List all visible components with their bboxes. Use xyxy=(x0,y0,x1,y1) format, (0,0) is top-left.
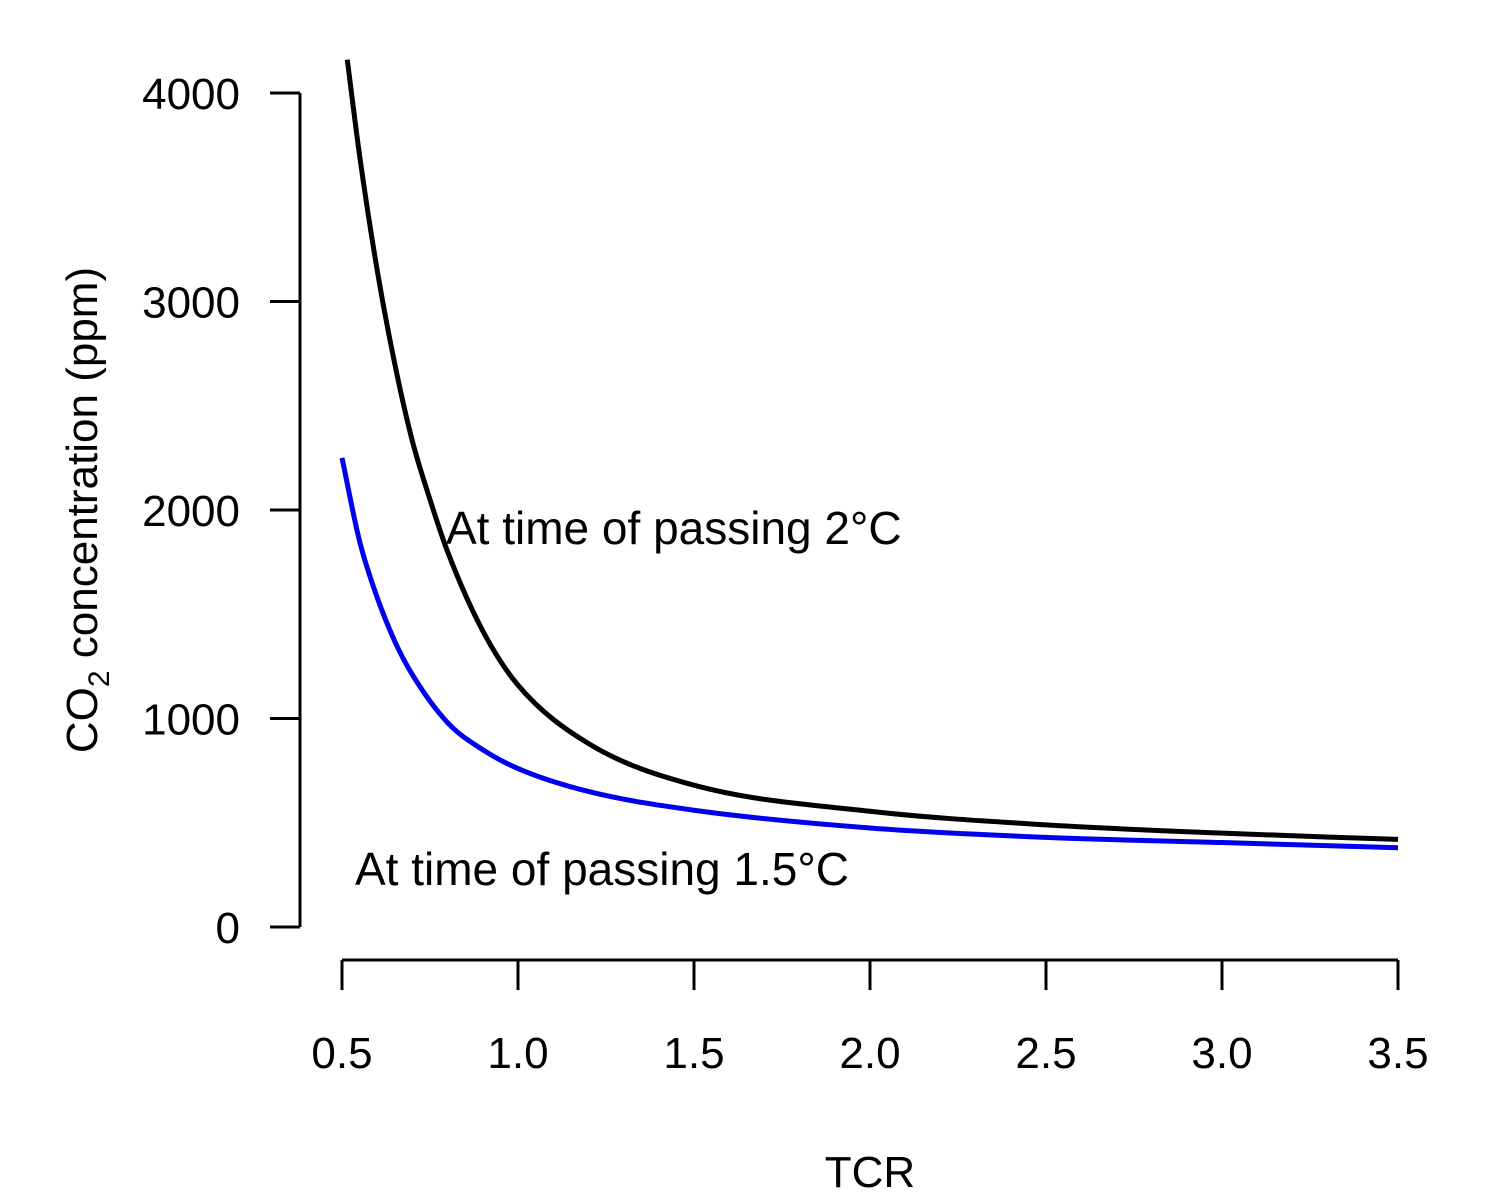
x-tick-label: 0.5 xyxy=(311,1029,372,1078)
y-axis-title-suffix: concentration (ppm) xyxy=(58,267,107,671)
series-line-2c xyxy=(344,59,1399,842)
y-tick-label: 1000 xyxy=(142,696,240,745)
plot-area xyxy=(339,59,1399,851)
x-tick-label: 1.5 xyxy=(663,1029,724,1078)
y-tick-label: 2000 xyxy=(142,487,240,536)
y-axis-title: CO2 concentration (ppm) xyxy=(58,267,116,753)
y-tick-label: 3000 xyxy=(142,279,240,328)
series-label-1-5c: At time of passing 1.5°C xyxy=(355,843,849,895)
x-tick-label: 3.5 xyxy=(1367,1029,1428,1078)
x-tick-label: 2.5 xyxy=(1015,1029,1076,1078)
series-line-1-5c xyxy=(339,457,1399,851)
x-tick-label: 1.0 xyxy=(487,1029,548,1078)
x-tick-label: 3.0 xyxy=(1191,1029,1252,1078)
x-axis-title: TCR xyxy=(825,1148,915,1197)
y-tick-label: 0 xyxy=(216,904,240,953)
x-axis-ticks: 0.5 1.0 1.5 2.0 2.5 3.0 3.5 xyxy=(311,960,1429,1078)
series-label-2c: At time of passing 2°C xyxy=(446,502,902,554)
x-tick-label: 2.0 xyxy=(839,1029,900,1078)
y-axis-title-subscript: 2 xyxy=(83,670,116,687)
y-tick-label: 4000 xyxy=(142,70,240,119)
y-axis-title-prefix: CO xyxy=(58,687,107,753)
y-axis-ticks: 0 1000 2000 3000 4000 xyxy=(142,70,300,953)
